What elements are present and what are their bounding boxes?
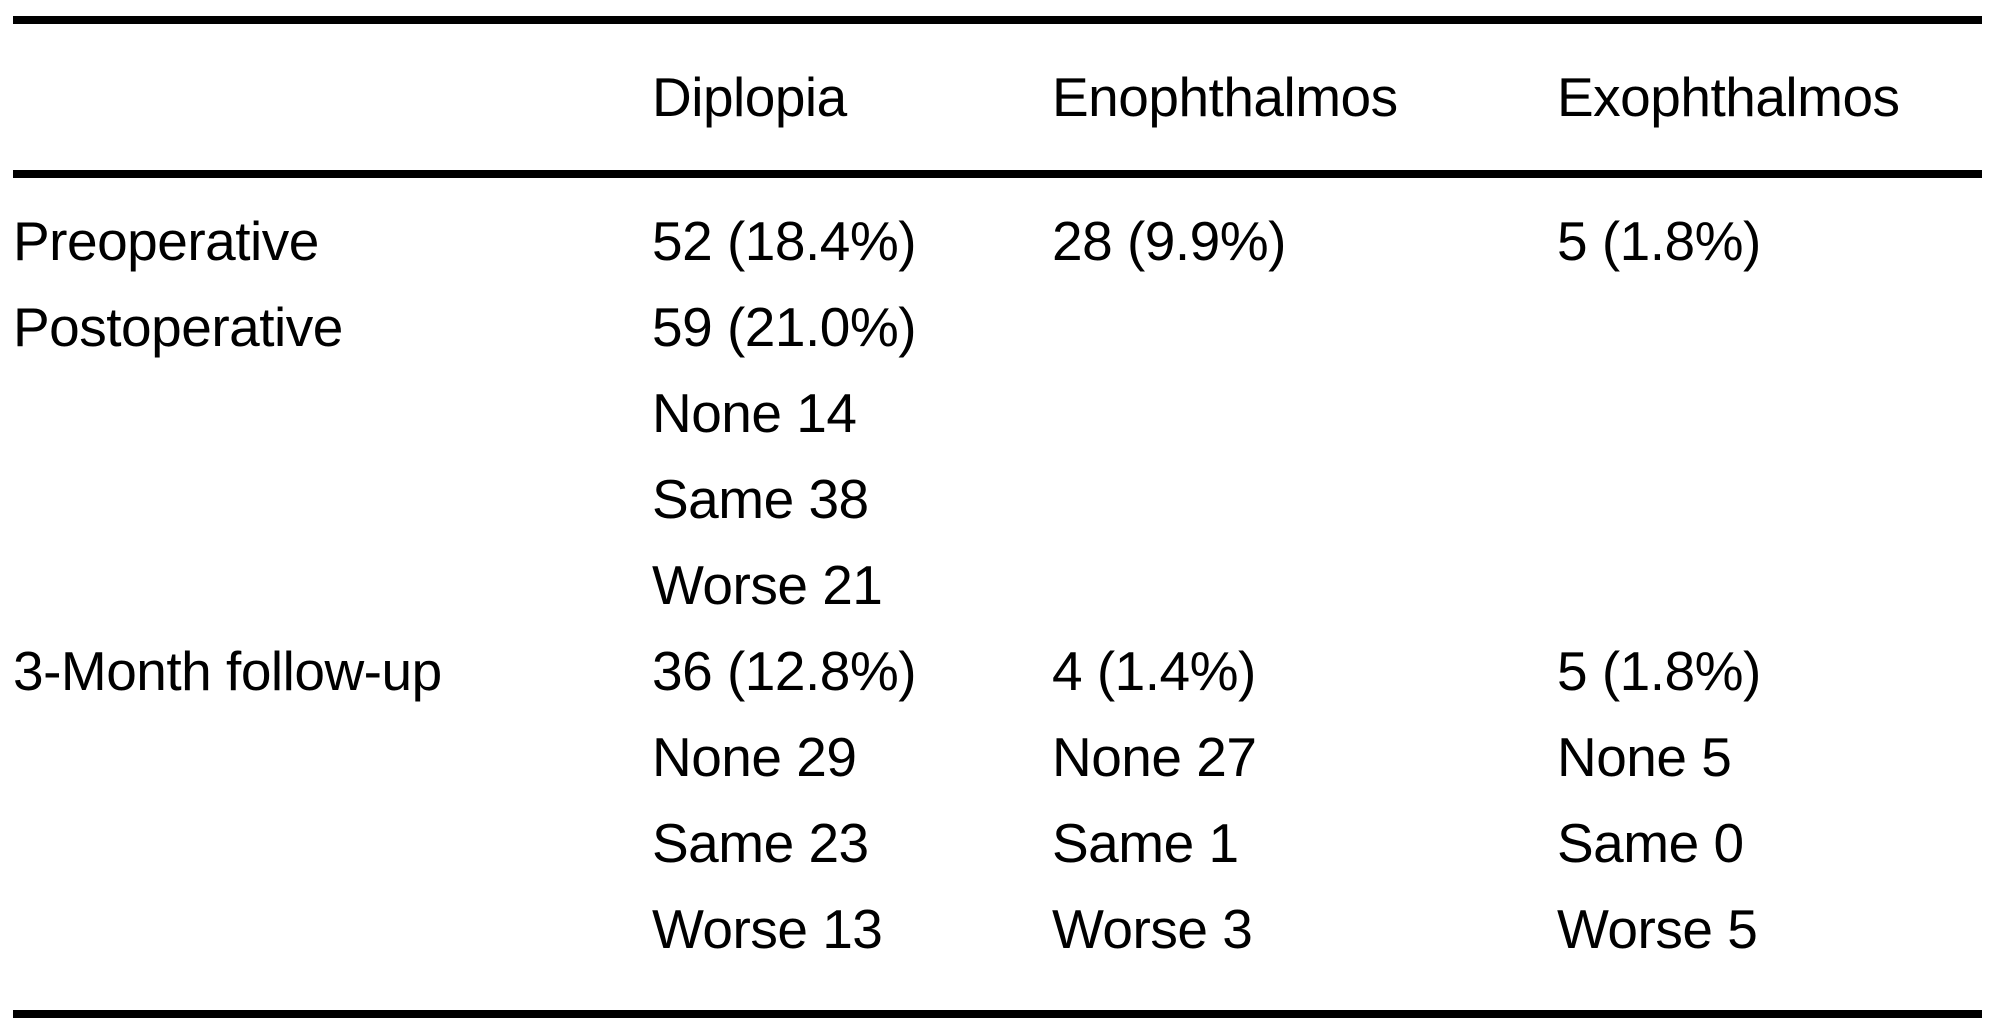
table-row-3-month-follow-up: 3-Month follow-up 36 (12.8%) None 29 Sam… [13,628,1982,972]
cell-value: Worse 21 [652,554,883,616]
enophthalmos-cell: 4 (1.4%) None 27 Same 1 Worse 3 [1052,628,1557,972]
enophthalmos-cell: 28 (9.9%) [1052,198,1557,284]
cell-value: Same 38 [652,468,869,530]
cell-value: 4 (1.4%) [1052,640,1256,702]
cell-value: 59 (21.0%) [652,296,917,358]
row-label: Postoperative [13,296,343,358]
cell-value: Worse 5 [1557,898,1758,960]
cell-value: None 27 [1052,726,1257,788]
table-body: Preoperative 52 (18.4%) 28 (9.9%) 5 (1.8… [13,178,1982,1010]
table-row-preoperative: Preoperative 52 (18.4%) 28 (9.9%) 5 (1.8… [13,198,1982,284]
cell-value: 36 (12.8%) [652,640,917,702]
cell-value: 5 (1.8%) [1557,640,1761,702]
column-header-diplopia: Diplopia [652,66,847,128]
cell-value: 5 (1.8%) [1557,210,1761,272]
table-header-row: Diplopia Enophthalmos Exophthalmos [13,24,1982,170]
row-label-cell: Preoperative [13,198,652,284]
table-rule-bottom [13,1010,1982,1018]
cell-value: Same 23 [652,812,869,874]
cell-value: Same 0 [1557,812,1744,874]
enophthalmos-cell [1052,284,1557,628]
cell-value: Same 1 [1052,812,1239,874]
column-header-exophthalmos: Exophthalmos [1557,66,1900,128]
cell-value: None 5 [1557,726,1732,788]
column-header-enophthalmos: Enophthalmos [1052,66,1398,128]
cell-value: None 29 [652,726,857,788]
cell-value: None 14 [652,382,857,444]
exophthalmos-cell: 5 (1.8%) [1557,198,1982,284]
diplopia-cell: 52 (18.4%) [652,198,1052,284]
exophthalmos-cell [1557,284,1982,628]
cell-value: Worse 13 [652,898,883,960]
exophthalmos-cell: 5 (1.8%) None 5 Same 0 Worse 5 [1557,628,1982,972]
row-label-cell: Postoperative [13,284,652,628]
cell-value: 52 (18.4%) [652,210,917,272]
table-row-postoperative: Postoperative 59 (21.0%) None 14 Same 38… [13,284,1982,628]
diplopia-cell: 59 (21.0%) None 14 Same 38 Worse 21 [652,284,1052,628]
row-label: Preoperative [13,210,319,272]
table-rule-top [13,16,1982,24]
cell-value: Worse 3 [1052,898,1253,960]
cell-value: 28 (9.9%) [1052,210,1286,272]
row-label-cell: 3-Month follow-up [13,628,652,972]
diplopia-cell: 36 (12.8%) None 29 Same 23 Worse 13 [652,628,1052,972]
table-rule-header-separator [13,170,1982,178]
row-label: 3-Month follow-up [13,640,442,702]
